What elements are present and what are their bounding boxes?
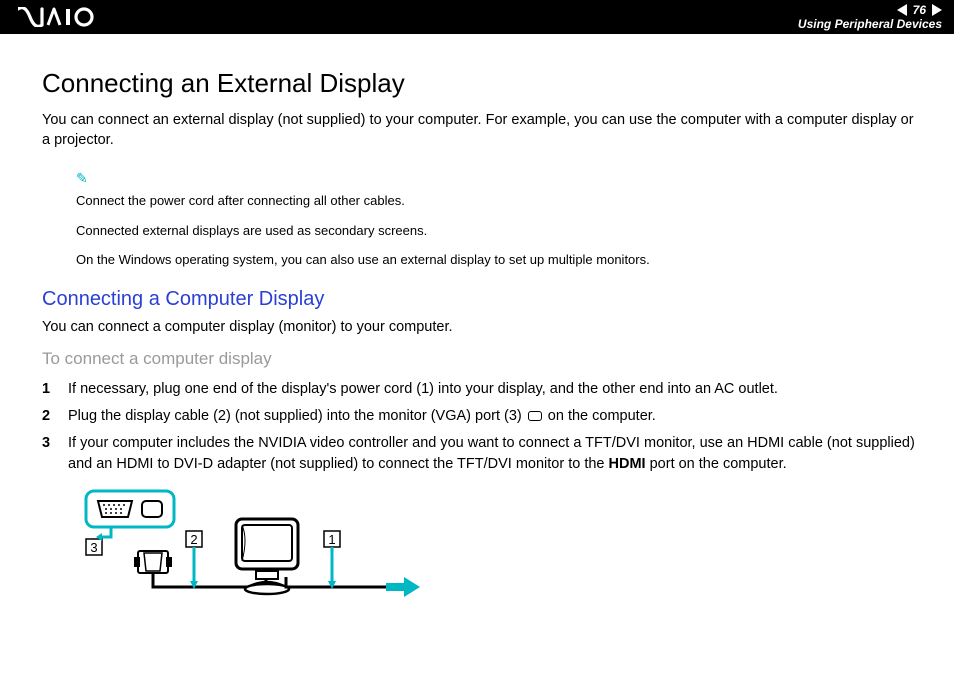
note-icon: ✎: [76, 168, 88, 189]
page-title: Connecting an External Display: [42, 68, 918, 99]
step-2: Plug the display cable (2) (not supplied…: [42, 406, 918, 427]
intro-text: You can connect an external display (not…: [42, 111, 918, 150]
subsection-intro: You can connect a computer display (moni…: [42, 319, 918, 335]
step-3-text-b: port on the computer.: [646, 456, 787, 472]
diagram-label-3: 3: [90, 540, 97, 555]
step-3-bold: HDMI: [609, 456, 646, 472]
step-2-text-a: Plug the display cable (2) (not supplied…: [68, 408, 526, 424]
page-number: 76: [913, 3, 926, 17]
note-line-3: On the Windows operating system, you can…: [76, 250, 918, 270]
next-page-arrow-icon[interactable]: [932, 4, 942, 16]
step-3: If your computer includes the NVIDIA vid…: [42, 433, 918, 475]
vga-port-icon: [528, 411, 542, 421]
step-2-text-b: on the computer.: [544, 408, 656, 424]
vaio-logo: [18, 7, 110, 27]
procedure-title: To connect a computer display: [42, 349, 918, 369]
step-3-text-a: If your computer includes the NVIDIA vid…: [68, 435, 915, 472]
section-name: Using Peripheral Devices: [798, 17, 942, 31]
diagram-label-2: 2: [190, 532, 197, 547]
prev-page-arrow-icon[interactable]: [897, 4, 907, 16]
header-bar: 76 Using Peripheral Devices: [0, 0, 954, 34]
header-nav: 76 Using Peripheral Devices: [794, 3, 942, 32]
connection-diagram: 3 2 1: [76, 489, 918, 609]
note-block: ✎ Connect the power cord after connectin…: [76, 168, 918, 270]
note-line-1: Connect the power cord after connecting …: [76, 191, 918, 211]
step-1: If necessary, plug one end of the displa…: [42, 379, 918, 400]
subsection-title: Connecting a Computer Display: [42, 288, 918, 311]
note-line-2: Connected external displays are used as …: [76, 221, 918, 241]
diagram-label-1: 1: [328, 532, 335, 547]
page-content: Connecting an External Display You can c…: [0, 34, 954, 609]
steps-list: If necessary, plug one end of the displa…: [42, 379, 918, 475]
